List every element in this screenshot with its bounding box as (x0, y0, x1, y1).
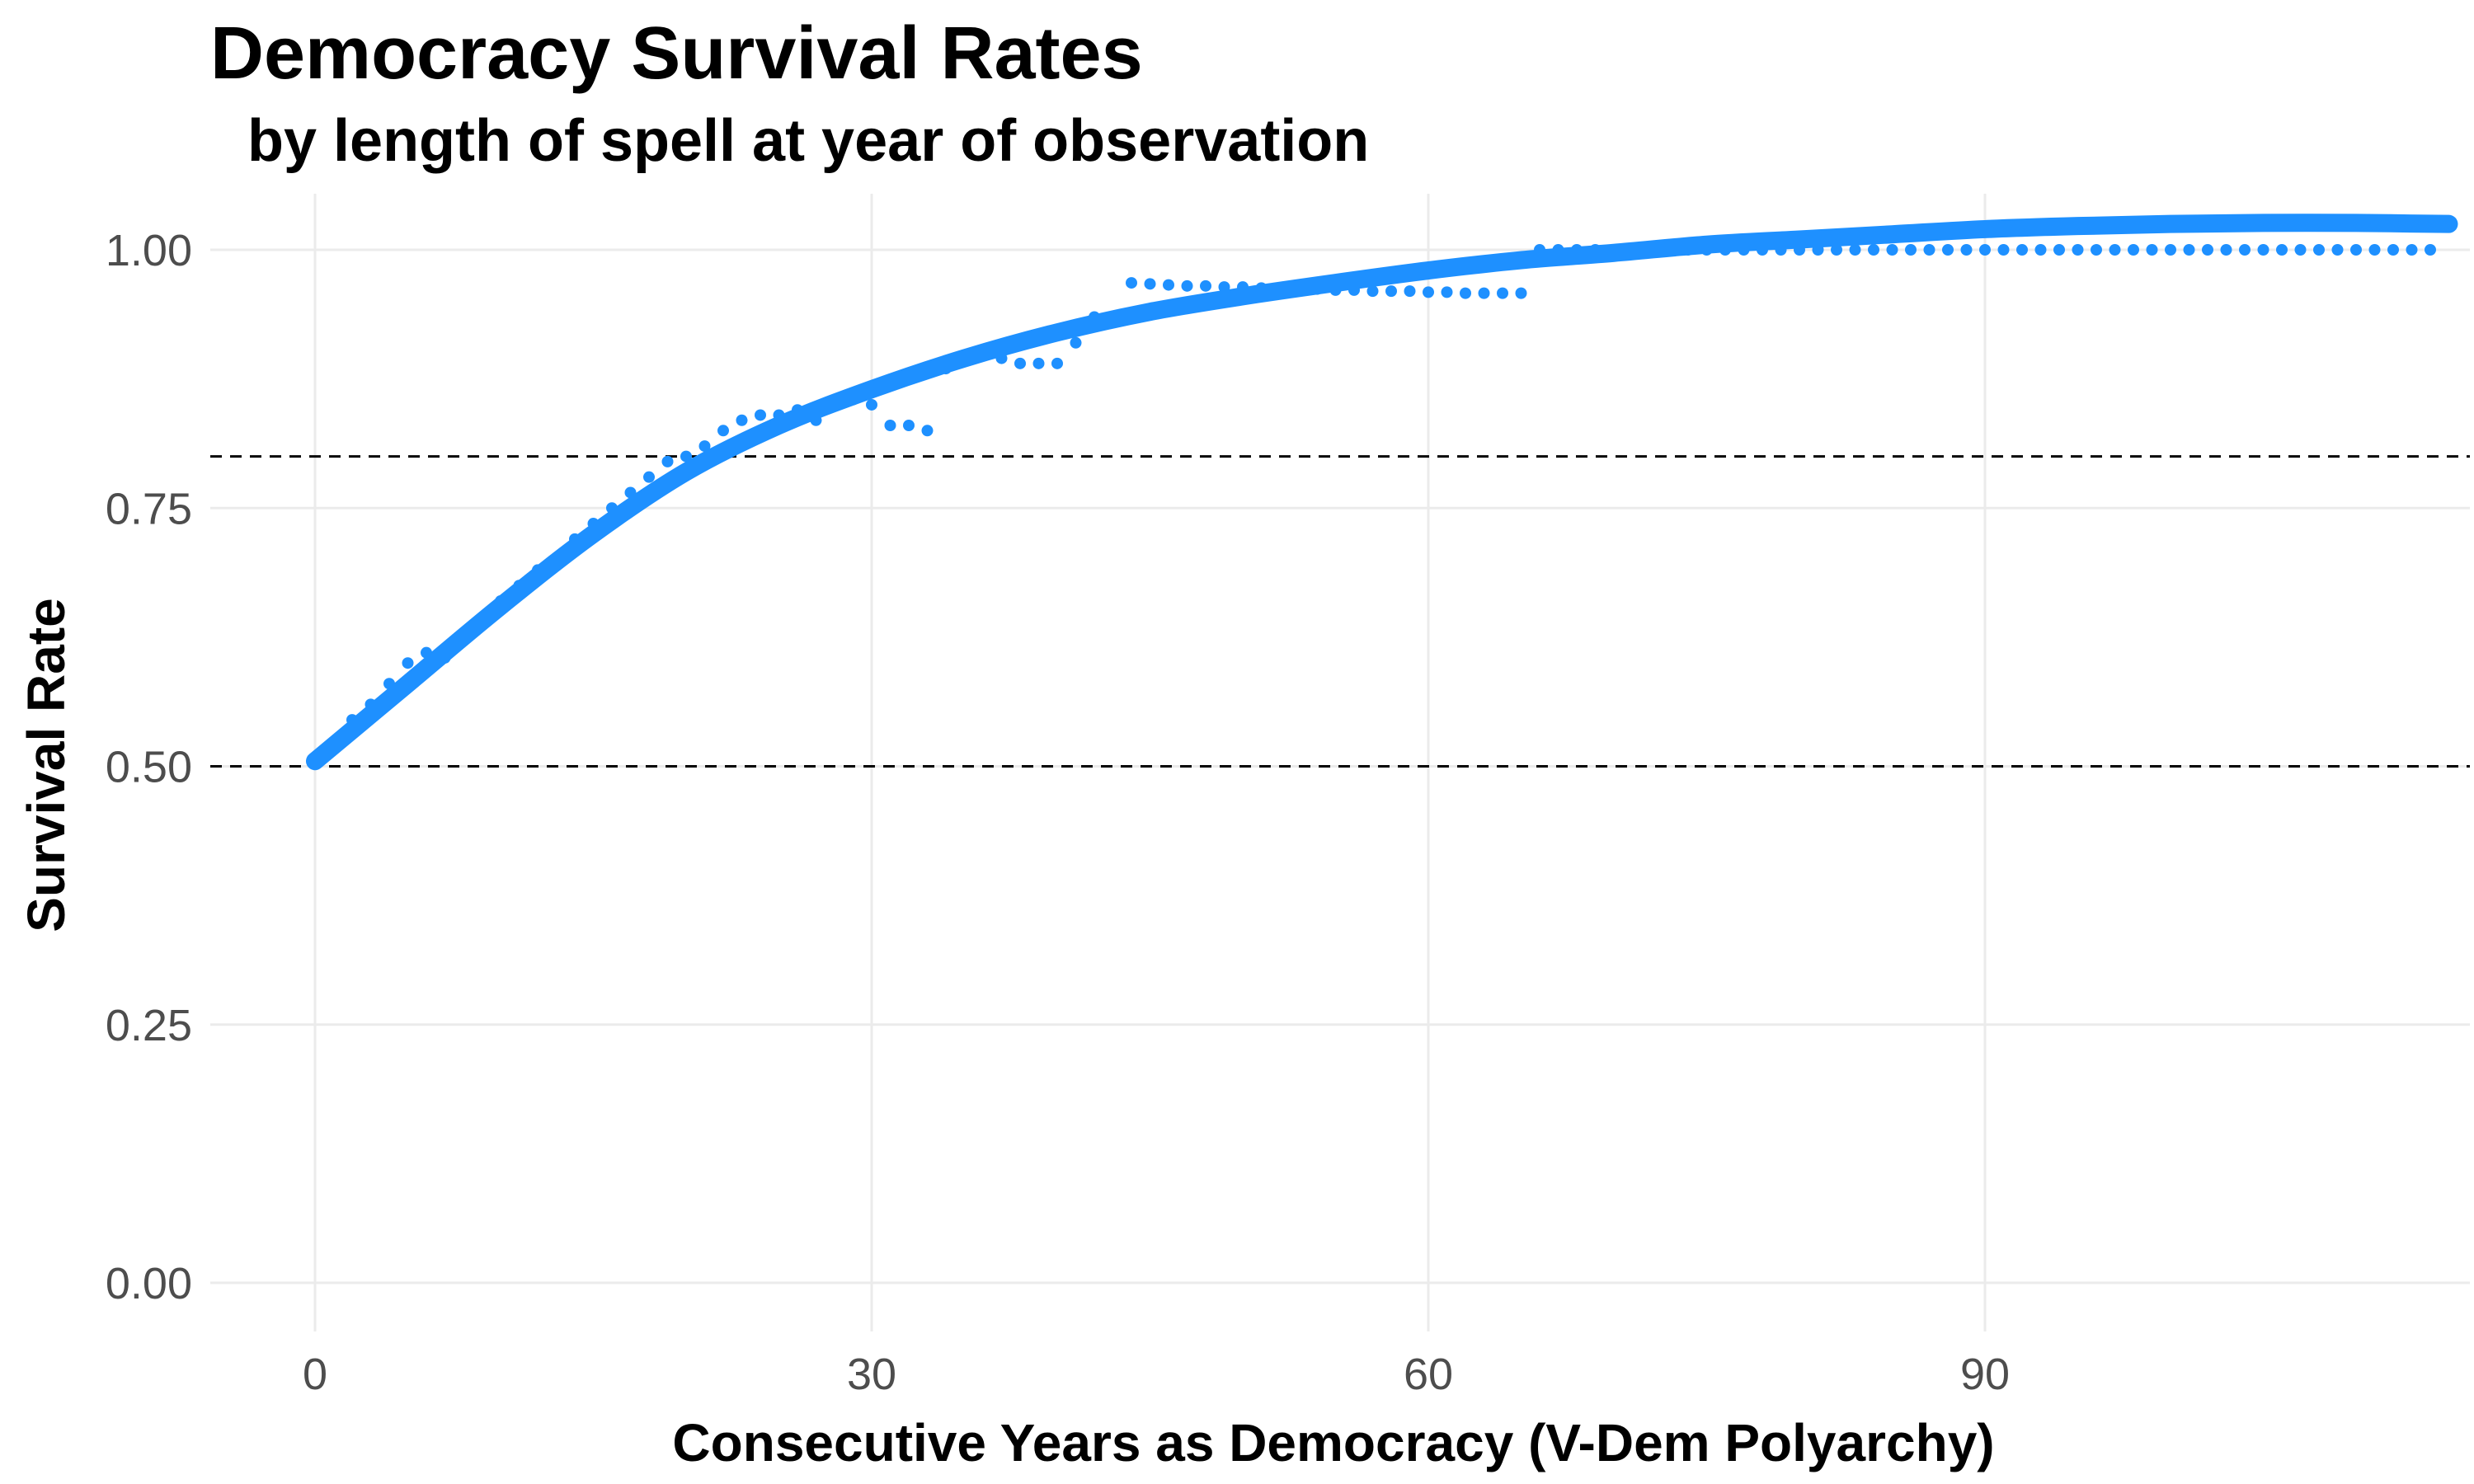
data-point (1942, 244, 1954, 256)
data-point (1515, 287, 1527, 299)
data-point (698, 440, 711, 453)
data-point (1051, 357, 1063, 369)
data-point (1163, 279, 1174, 291)
data-point (1478, 287, 1490, 299)
x-tick-label: 30 (847, 1350, 896, 1399)
data-point (1441, 286, 1453, 298)
data-point (1923, 244, 1935, 256)
data-point (1460, 287, 1471, 299)
data-point (2091, 244, 2102, 256)
fit-curve (306, 214, 2458, 771)
data-point (1126, 277, 1137, 289)
data-point (2425, 244, 2436, 256)
data-point (1497, 287, 1508, 299)
data-point (2072, 244, 2084, 256)
data-point (2146, 244, 2158, 256)
y-axis-tick-labels: 0.00 0.25 0.50 0.75 1.00 (106, 226, 192, 1308)
data-point (2406, 244, 2418, 256)
data-point (1849, 244, 1861, 256)
x-tick-label: 0 (303, 1350, 327, 1399)
data-point (866, 398, 877, 411)
data-point (884, 420, 896, 432)
x-tick-label: 60 (1404, 1350, 1453, 1399)
data-point (2016, 244, 2028, 256)
data-point (2331, 244, 2344, 256)
data-point (2313, 244, 2325, 256)
reference-lines (210, 455, 2470, 768)
data-point (2202, 244, 2213, 256)
y-axis-title: Survival Rate (16, 598, 76, 932)
data-point (2239, 244, 2251, 256)
y-tick-label: 1.00 (106, 226, 192, 275)
data-point (1032, 357, 1045, 369)
y-tick-label: 0.50 (106, 743, 192, 792)
data-point (2128, 244, 2139, 256)
data-point (1868, 244, 1879, 256)
data-point (1831, 244, 1842, 256)
data-point (1181, 279, 1193, 292)
data-point (2053, 244, 2065, 256)
data-point (2276, 244, 2288, 256)
data-point (2387, 244, 2399, 256)
data-point (2294, 244, 2307, 256)
x-tick-label: 90 (1960, 1350, 2010, 1399)
data-point (717, 425, 729, 437)
data-point (2034, 244, 2047, 256)
data-point (755, 409, 766, 421)
x-axis-tick-labels: 0 30 60 90 (303, 1350, 2010, 1399)
data-point (1423, 286, 1434, 298)
data-point (2350, 244, 2362, 256)
data-point (643, 471, 655, 483)
data-point (2109, 244, 2121, 256)
data-point (402, 657, 414, 669)
data-point (680, 450, 692, 463)
data-point (2220, 244, 2232, 256)
grid-lines (210, 194, 2470, 1331)
data-point (1070, 336, 1082, 349)
data-point (1997, 244, 2010, 256)
data-point (1979, 244, 1991, 256)
data-point (661, 455, 674, 467)
data-point (921, 425, 934, 437)
data-point (2183, 244, 2195, 256)
data-point (1905, 244, 1917, 256)
data-point (2165, 244, 2176, 256)
y-tick-label: 0.00 (106, 1259, 192, 1308)
data-point (1144, 278, 1156, 290)
data-point (736, 414, 748, 426)
data-point (1366, 285, 1379, 298)
chart-title: Democracy Survival Rates (210, 12, 1143, 95)
y-tick-label: 0.75 (106, 484, 192, 533)
data-point (1960, 244, 1973, 256)
data-point (1886, 244, 1898, 256)
data-point (2368, 244, 2381, 256)
chart-subtitle: by length of spell at year of observatio… (247, 108, 1369, 174)
data-point (1200, 279, 1211, 292)
data-point (1385, 285, 1397, 298)
fit-curve-layer (306, 214, 2458, 771)
data-point (2257, 244, 2269, 256)
x-axis-title: Consecutive Years as Democracy (V-Dem Po… (672, 1413, 1994, 1472)
y-tick-label: 0.25 (106, 1001, 192, 1050)
data-point (1014, 357, 1026, 369)
data-point (903, 420, 915, 432)
data-point (1404, 285, 1416, 298)
